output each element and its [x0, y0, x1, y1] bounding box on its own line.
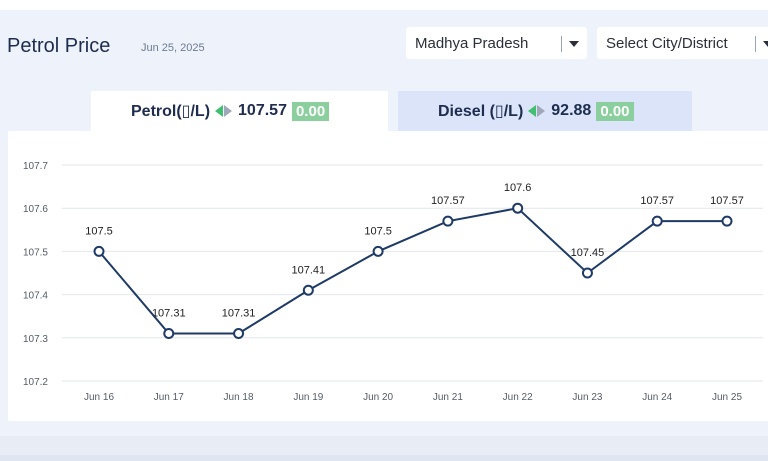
chevron-down-icon[interactable] [763, 41, 768, 47]
data-point [372, 245, 384, 257]
city-select-divider [755, 36, 756, 52]
data-label: 107.41 [292, 264, 326, 276]
data-label: 107.57 [640, 195, 674, 207]
data-label: 107.31 [222, 307, 256, 319]
data-label: 107.5 [364, 225, 392, 237]
x-tick-label: Jun 19 [293, 392, 323, 403]
y-tick-label: 107.4 [23, 291, 48, 302]
data-point [233, 327, 245, 339]
y-tick-label: 107.7 [23, 161, 48, 172]
data-label: 107.5 [85, 225, 113, 237]
state-select-value: Madhya Pradesh [415, 35, 529, 52]
tab-petrol[interactable]: Petrol(▯/L) 107.57 0.00 [91, 91, 388, 131]
chevron-down-icon[interactable] [569, 41, 579, 47]
data-label: 107.57 [710, 195, 744, 207]
bottom-divider [0, 455, 768, 461]
x-tick-label: Jun 20 [363, 392, 393, 403]
price-change-arrows-icon [215, 105, 233, 117]
data-point [512, 202, 524, 214]
y-tick-label: 107.6 [23, 204, 48, 215]
tab-petrol-label: Petrol(▯/L) [131, 103, 211, 120]
tab-diesel-price: 92.88 [551, 102, 592, 119]
x-tick-label: Jun 21 [433, 392, 463, 403]
city-select-value: Select City/District [606, 35, 728, 52]
tab-diesel[interactable]: Diesel (▯/L) 92.88 0.00 [398, 91, 692, 131]
x-tick-label: Jun 17 [154, 392, 184, 403]
page-title: Petrol Price [7, 35, 111, 57]
y-tick-label: 107.2 [23, 377, 48, 388]
page-date: Jun 25, 2025 [141, 42, 205, 54]
data-point [442, 215, 454, 227]
price-line-chart: 107.2 107.3 107.4 107.5 107.6 107.7 Jun 16 Jun… [23, 161, 763, 403]
y-tick-label: 107.5 [23, 247, 48, 258]
series-line [98, 207, 727, 335]
x-tick-label: Jun 25 [712, 392, 742, 403]
data-point [581, 267, 593, 279]
data-point [721, 215, 733, 227]
y-tick-label: 107.3 [23, 334, 48, 345]
x-tick-label: Jun 23 [572, 392, 602, 403]
header: Petrol Price Jun 25, 2025 Madhya Pradesh… [0, 10, 768, 88]
data-point [651, 215, 663, 227]
data-label: 107.57 [431, 195, 465, 207]
x-tick-label: Jun 24 [642, 392, 672, 403]
tab-diesel-label: Diesel (▯/L) [438, 103, 524, 120]
state-select[interactable]: Madhya Pradesh [406, 27, 587, 59]
x-tick-label: Jun 22 [503, 392, 533, 403]
data-point [163, 327, 175, 339]
data-label: 107.45 [571, 247, 605, 259]
tab-diesel-change-badge: 0.00 [596, 101, 634, 121]
data-point [93, 245, 105, 257]
price-change-arrows-icon [528, 105, 546, 117]
city-select[interactable]: Select City/District [597, 27, 768, 59]
tab-petrol-change-badge: 0.00 [291, 101, 330, 121]
top-strip [0, 0, 768, 10]
tab-petrol-price: 107.57 [238, 102, 287, 119]
data-label: 107.6 [504, 182, 532, 194]
state-select-divider [561, 36, 562, 52]
chart-card: 107.2 107.3 107.4 107.5 107.6 107.7 Jun 16 Jun… [8, 131, 768, 421]
data-label: 107.31 [152, 307, 186, 319]
data-point [302, 284, 314, 296]
x-tick-label: Jun 16 [84, 392, 114, 403]
x-tick-label: Jun 18 [224, 392, 254, 403]
